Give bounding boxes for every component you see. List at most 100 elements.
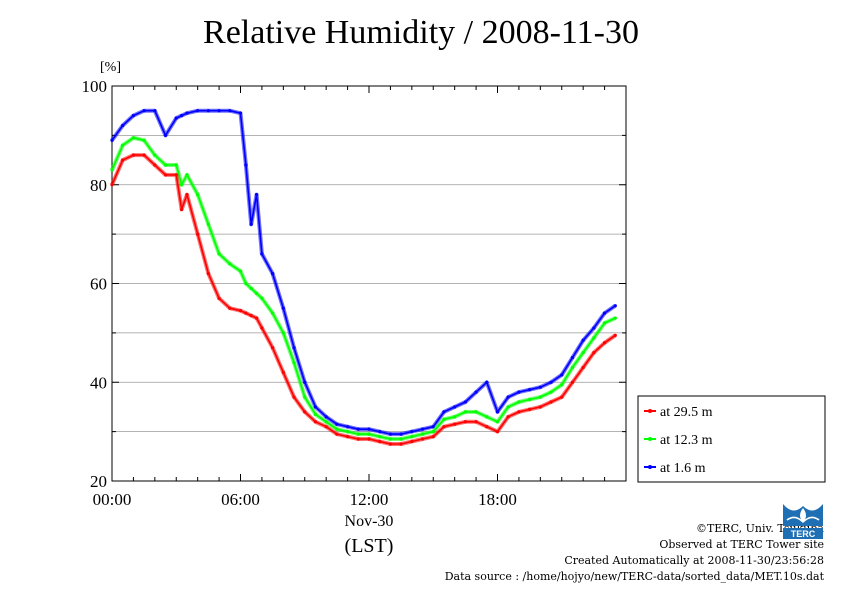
- data-point: [463, 400, 467, 404]
- data-point: [281, 306, 285, 310]
- data-point: [228, 109, 232, 113]
- legend-marker: [648, 465, 652, 469]
- data-point: [453, 405, 457, 409]
- data-point: [495, 420, 500, 424]
- data-point: [271, 311, 275, 315]
- data-point: [110, 183, 114, 187]
- data-point: [121, 158, 125, 162]
- data-point: [174, 116, 178, 120]
- y-tick-label: 40: [90, 373, 107, 392]
- data-point: [431, 434, 435, 439]
- data-point: [549, 400, 553, 404]
- data-point: [356, 427, 360, 431]
- data-point: [538, 405, 542, 409]
- data-point: [180, 207, 184, 212]
- data-point: [110, 138, 114, 142]
- data-point: [303, 395, 307, 399]
- data-point: [410, 439, 414, 444]
- y-axis-label: [%]: [100, 60, 121, 75]
- data-point: [206, 222, 210, 226]
- data-point: [228, 262, 232, 266]
- data-point: [367, 432, 371, 436]
- data-point: [442, 425, 446, 429]
- data-point: [244, 163, 248, 167]
- data-point: [570, 380, 575, 384]
- series-band-2: [110, 108, 617, 437]
- data-point: [249, 222, 253, 226]
- data-point: [485, 425, 489, 429]
- copyright-text: ©TERC, Univ. Tsukuba: [695, 522, 824, 535]
- data-point: [613, 304, 617, 308]
- created-timestamp-text: Created Automatically at 2008-11-30/23:5…: [564, 554, 824, 567]
- data-point: [474, 390, 478, 394]
- x-tick-label: 18:00: [478, 490, 517, 509]
- data-point: [163, 133, 168, 137]
- data-point: [517, 400, 521, 404]
- data-point: [399, 432, 403, 436]
- legend-label: at 12.3 m: [660, 433, 713, 448]
- data-point: [238, 269, 243, 273]
- data-point: [356, 437, 360, 441]
- data-point: [602, 311, 607, 315]
- data-point: [196, 109, 200, 113]
- data-point: [121, 123, 125, 128]
- data-point: [174, 163, 178, 167]
- data-point: [420, 427, 425, 431]
- data-point: [238, 111, 243, 115]
- data-point: [153, 163, 157, 167]
- data-point: [453, 415, 457, 419]
- data-point: [121, 143, 125, 147]
- data-point: [592, 336, 596, 340]
- data-point: [463, 410, 467, 414]
- observation-site-text: Observed at TERC Tower site: [659, 538, 824, 551]
- data-point: [303, 380, 307, 384]
- data-point: [185, 193, 189, 197]
- data-point: [131, 136, 136, 140]
- data-point: [602, 321, 607, 325]
- data-point: [367, 427, 371, 431]
- data-point: [292, 360, 296, 365]
- data-point: [335, 427, 339, 431]
- data-point: [180, 114, 184, 118]
- data-point: [399, 442, 403, 446]
- data-point: [292, 395, 296, 399]
- data-point: [335, 432, 339, 436]
- data-point: [388, 442, 393, 446]
- y-tick-label: 80: [90, 176, 107, 195]
- data-point: [506, 395, 510, 399]
- x-tick-label: 00:00: [93, 490, 132, 509]
- data-point: [313, 412, 318, 416]
- data-point: [228, 306, 232, 310]
- legend-marker: [648, 437, 652, 441]
- data-point: [388, 437, 393, 441]
- data-point: [410, 434, 414, 439]
- data-point: [153, 109, 157, 113]
- data-point: [549, 380, 553, 384]
- data-point: [410, 430, 414, 434]
- data-point: [271, 272, 275, 276]
- data-point: [180, 183, 184, 187]
- data-point: [345, 430, 350, 434]
- data-point: [313, 420, 318, 424]
- data-point: [378, 434, 382, 439]
- data-point: [506, 405, 510, 409]
- data-point: [238, 309, 243, 313]
- data-point: [431, 425, 435, 429]
- x-axis-label: Nov-30: [345, 513, 394, 530]
- data-point: [254, 193, 259, 197]
- data-point: [495, 430, 500, 434]
- series-line-1: [111, 137, 616, 440]
- legend-label: at 29.5 m: [660, 405, 713, 420]
- legend-box: [637, 395, 826, 483]
- data-point: [538, 385, 542, 389]
- data-point: [174, 173, 178, 177]
- data-point: [153, 153, 157, 157]
- data-point: [485, 380, 489, 384]
- data-point: [206, 109, 210, 113]
- data-point: [378, 439, 382, 444]
- data-point: [453, 422, 457, 426]
- data-point: [485, 415, 489, 419]
- data-point: [345, 434, 350, 439]
- data-point: [131, 114, 136, 118]
